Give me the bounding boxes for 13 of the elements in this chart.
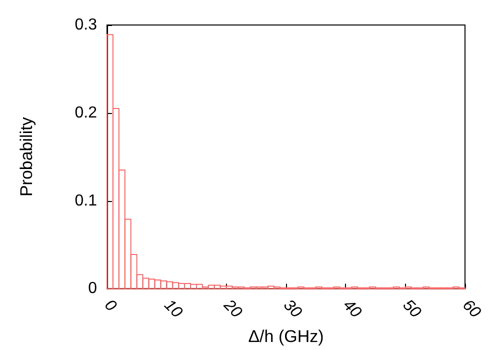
y-tick-label: 0 <box>88 280 98 298</box>
x-tick-label: 10 <box>160 296 186 322</box>
y-axis-title: Probability <box>17 116 36 197</box>
x-tick-label: 60 <box>458 296 484 322</box>
x-tick-label: 0 <box>100 296 120 316</box>
x-tick-label: 30 <box>280 296 305 322</box>
x-tick-label: 50 <box>399 296 424 322</box>
x-tick-label: 20 <box>220 296 245 322</box>
y-tick-label: 0.3 <box>74 16 98 34</box>
x-tick-label: 40 <box>340 296 364 322</box>
y-tick-label: 0.1 <box>74 192 98 210</box>
x-axis-title: Δ/h (GHz) <box>248 327 324 346</box>
y-tick-label: 0.2 <box>74 104 98 122</box>
